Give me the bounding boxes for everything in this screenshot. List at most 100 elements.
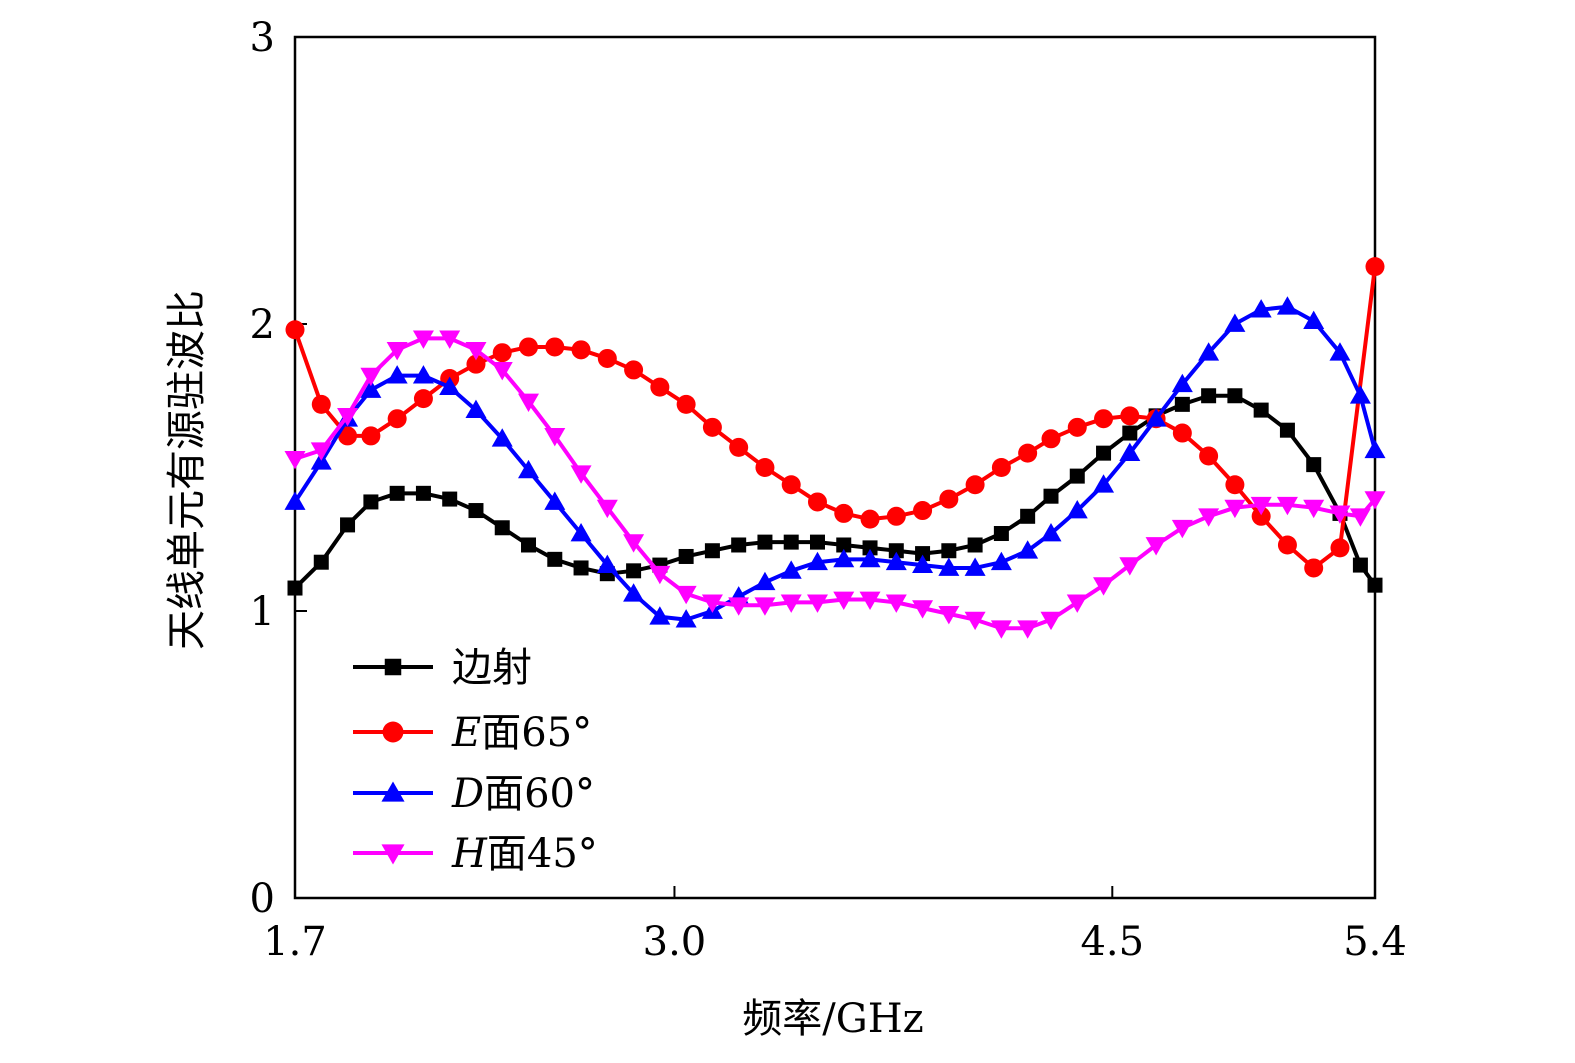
- triangle-up-marker: [754, 571, 776, 591]
- circle-marker: [1225, 475, 1245, 495]
- triangle-down-marker: [491, 362, 513, 381]
- square-marker: [1069, 468, 1085, 484]
- triangle-down-marker: [701, 594, 723, 613]
- triangle-down-marker: [1017, 620, 1039, 639]
- triangle-up-marker: [964, 557, 986, 576]
- triangle-up-marker: [570, 523, 592, 542]
- square-marker: [783, 534, 799, 550]
- legend-label: E面65°: [451, 710, 592, 756]
- circle-marker: [311, 394, 331, 414]
- plot-frame: [293, 35, 1377, 900]
- legend-label-text: 面65°: [481, 710, 592, 756]
- legend-label: D面60°: [451, 771, 595, 817]
- triangle-down-marker: [833, 591, 855, 611]
- circle-marker: [492, 343, 512, 363]
- triangle-down-marker: [1145, 537, 1167, 556]
- circle-marker: [807, 492, 827, 512]
- triangle-down-marker: [412, 330, 434, 349]
- square-marker: [915, 546, 931, 562]
- square-marker: [967, 537, 983, 553]
- triangle-up-marker: [1119, 442, 1141, 462]
- triangle-up-marker: [1276, 296, 1298, 315]
- legend-label-italic: E: [451, 710, 481, 756]
- triangle-down-marker: [337, 407, 359, 427]
- triangle-down-marker: [570, 465, 592, 484]
- triangle-up-marker: [596, 554, 618, 573]
- square-marker: [836, 537, 852, 553]
- triangle-down-marker: [386, 341, 408, 361]
- circle-marker: [1365, 257, 1385, 277]
- triangle-down-marker: [465, 341, 487, 361]
- triangle-down-marker: [1171, 519, 1193, 539]
- triangle-up-marker: [1329, 342, 1351, 361]
- circle-marker: [886, 506, 906, 526]
- circle-marker: [1304, 558, 1324, 578]
- square-marker: [468, 503, 484, 519]
- triangle-down-marker: [649, 565, 671, 585]
- triangle-down-marker: [728, 597, 750, 616]
- circle-marker: [729, 437, 749, 457]
- square-marker: [287, 580, 303, 596]
- series-4: [284, 330, 1386, 639]
- series-3: [284, 296, 1386, 628]
- square-marker: [704, 543, 720, 559]
- square-marker: [1043, 488, 1059, 504]
- x-tick-label: 1.7: [263, 919, 327, 965]
- triangle-down-marker: [1224, 499, 1246, 519]
- circle-marker: [1330, 538, 1350, 558]
- circle-marker: [913, 501, 933, 521]
- legend-item-3: D面60°: [353, 771, 595, 817]
- triangle-up-marker: [806, 551, 828, 571]
- triangle-down-marker: [360, 367, 382, 387]
- circle-marker: [466, 354, 486, 374]
- x-tick-label: 5.4: [1343, 919, 1407, 965]
- legend-item-1: 边射: [353, 645, 532, 691]
- axes-layer: 1.7 3.0 4.5 5.4 0 1 2 3: [250, 15, 1407, 965]
- triangle-up-marker: [518, 459, 540, 479]
- circle-marker: [519, 337, 539, 357]
- triangle-down-marker: [1093, 577, 1115, 596]
- circle-marker: [860, 509, 880, 529]
- triangle-down-marker: [1119, 557, 1141, 576]
- triangle-up-marker: [412, 365, 434, 384]
- triangle-up-marker: [885, 551, 907, 571]
- series-2: [285, 257, 1385, 578]
- square-marker: [993, 526, 1009, 542]
- circle-marker: [571, 340, 591, 360]
- square-marker: [1201, 388, 1217, 404]
- square-marker: [731, 537, 747, 553]
- triangle-up-marker: [1040, 523, 1062, 542]
- legend-item-2: E面65°: [353, 710, 592, 756]
- legend-label-text: 面60°: [484, 771, 595, 817]
- x-axis-title: 频率/GHz: [742, 996, 923, 1042]
- circle-marker: [597, 348, 617, 368]
- triangle-up-marker: [1017, 540, 1039, 559]
- triangle-down-marker: [381, 844, 405, 865]
- circle-marker: [624, 360, 644, 380]
- triangle-up-marker: [1364, 439, 1386, 459]
- legend-label-italic: H: [451, 831, 488, 877]
- triangle-down-marker: [1329, 505, 1351, 524]
- triangle-down-marker: [1349, 508, 1371, 527]
- triangle-up-marker: [1066, 500, 1088, 519]
- y-tick-label: 1: [250, 589, 275, 635]
- triangle-up-marker: [284, 491, 306, 510]
- square-marker: [1096, 445, 1112, 461]
- circle-marker: [1094, 409, 1114, 429]
- triangle-down-marker: [885, 594, 907, 613]
- square-marker: [1122, 425, 1138, 441]
- circle-marker: [1251, 506, 1271, 526]
- triangle-down-marker: [859, 591, 881, 611]
- circle-marker: [1277, 535, 1297, 555]
- triangle-down-marker: [518, 393, 540, 412]
- triangle-up-marker: [1303, 310, 1325, 330]
- legend-item-4: H面45°: [353, 831, 598, 877]
- circle-marker: [1172, 423, 1192, 443]
- triangle-up-marker: [381, 781, 405, 802]
- square-marker: [573, 560, 589, 576]
- square-marker: [941, 543, 957, 559]
- square-marker: [521, 537, 537, 553]
- circle-marker: [285, 320, 305, 340]
- square-marker: [862, 540, 878, 556]
- square-marker: [1352, 557, 1368, 573]
